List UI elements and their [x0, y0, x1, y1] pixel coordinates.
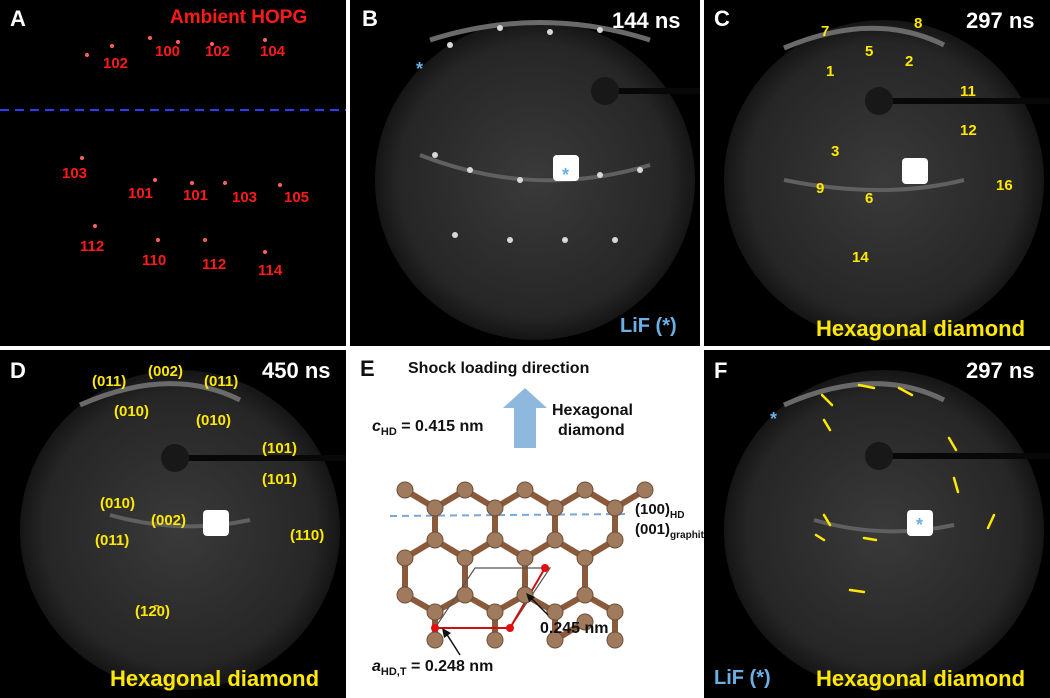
indexed-reflection-markers — [814, 383, 996, 594]
pointer-arrow — [529, 596, 549, 616]
diffraction-image-144ns — [375, 20, 700, 340]
reflection-number: 16 — [996, 177, 1013, 194]
hkl-label: 101 — [183, 187, 209, 204]
lif-asterisk: * — [562, 165, 570, 185]
panel-e: E Shock loading direction Hexagonal diam… — [350, 350, 709, 698]
hkl-label: 100 — [155, 43, 181, 60]
hexagonal-diamond-label: diamond — [558, 422, 625, 439]
hkl-label: 104 — [260, 43, 286, 60]
panel-a: A Ambient HOPG 102 100 102 104 103 101 1… — [0, 0, 346, 346]
panel-letter-f: F — [714, 358, 728, 383]
hkl-label: 101 — [128, 185, 154, 202]
hkl-label: 103 — [62, 165, 88, 182]
reflection-number: 12 — [960, 122, 977, 139]
time-label: 297 ns — [966, 358, 1035, 383]
diffraction-spots — [80, 36, 282, 254]
hexagonal-diamond-caption: Hexagonal diamond — [816, 316, 1026, 341]
hexagonal-diamond-lattice-schematic — [389, 388, 654, 656]
miller-index: (110) — [290, 527, 325, 544]
reflection-number: 11 — [960, 83, 976, 100]
miller-index: (011) — [92, 373, 127, 390]
panel-letter-a: A — [10, 6, 26, 31]
reflection-number: 7 — [821, 23, 830, 40]
reflection-number: 14 — [852, 249, 869, 266]
hkl-label: 103 — [232, 189, 258, 206]
hkl-label: 112 — [80, 238, 105, 255]
pointer-arrow — [445, 632, 461, 656]
miller-index: (010) — [114, 403, 150, 420]
time-label: 297 ns — [966, 8, 1035, 33]
diffraction-image-297ns — [724, 20, 1050, 340]
c-lattice-parameter: cHD = 0.415 nm — [372, 418, 484, 439]
lattice-atoms — [396, 481, 654, 649]
hkl-label: 112 — [202, 256, 227, 273]
shock-direction-title: Shock loading direction — [408, 360, 590, 377]
lif-asterisk: * — [416, 59, 424, 79]
panel-letter-e: E — [360, 356, 375, 381]
interplanar-distance: 0.245 nm — [540, 620, 609, 637]
diffraction-image-450ns — [20, 370, 346, 690]
plane-label-hd: (100)HD — [635, 501, 685, 521]
miller-index: (011) — [204, 373, 239, 390]
reflection-number: 1 — [826, 63, 835, 80]
hexagonal-diamond-caption: Hexagonal diamond — [110, 666, 320, 691]
miller-index: (010) — [196, 412, 232, 429]
diffraction-image-297ns-indexed — [724, 370, 1050, 690]
hkl-label: 105 — [284, 189, 310, 206]
miller-index: (101) — [262, 471, 298, 488]
hkl-label: 110 — [142, 252, 167, 269]
time-label: 144 ns — [612, 8, 681, 33]
hkl-label: 102 — [205, 43, 231, 60]
hexagonal-diamond-caption: Hexagonal diamond — [816, 666, 1026, 691]
shock-direction-arrow — [503, 388, 547, 448]
miller-index: (011) — [95, 532, 130, 549]
panel-letter-b: B — [362, 6, 378, 31]
reflection-number: 8 — [914, 15, 923, 32]
hkl-label: 102 — [103, 55, 129, 72]
miller-index: (101) — [262, 440, 298, 457]
reflection-number: 3 — [831, 143, 840, 160]
panel-a-title: Ambient HOPG — [170, 7, 308, 28]
reflection-number: 2 — [905, 53, 914, 70]
highlighted-atoms — [431, 564, 549, 632]
lif-caption: LiF (*) — [714, 667, 771, 689]
plane-trace-dashed-line — [389, 513, 629, 517]
hexagonal-diamond-label: Hexagonal — [552, 402, 633, 419]
lif-asterisk: * — [770, 409, 778, 429]
lif-asterisk: * — [916, 515, 924, 535]
plane-label-graphite: (001)graphite — [635, 521, 710, 541]
panel-d: D 450 ns (011) (002) (011) (010) (010) (… — [0, 350, 346, 698]
hkl-label: 114 — [258, 262, 283, 279]
miller-index: (002) — [148, 363, 184, 380]
reflection-number: 6 — [865, 190, 874, 207]
miller-index: (12̄0) — [135, 603, 171, 620]
hopg-diffraction-image — [0, 36, 346, 254]
panel-f: F 297 ns * * LiF (*) Hexagonal diamond — [704, 350, 1050, 698]
panel-c: C 297 ns 7 8 5 1 2 11 12 3 9 6 16 14 Hex… — [704, 0, 1050, 346]
panel-b: B 144 ns * * LiF (*) — [350, 0, 700, 346]
panel-letter-d: D — [10, 358, 26, 383]
reflection-number: 5 — [865, 43, 874, 60]
reflection-number: 9 — [816, 180, 825, 197]
miller-index: (002) — [151, 512, 187, 529]
a-lattice-parameter: aHD,T = 0.248 nm — [372, 658, 494, 679]
lif-caption: LiF (*) — [620, 315, 677, 337]
miller-index: (010) — [100, 495, 136, 512]
panel-letter-c: C — [714, 6, 730, 31]
time-label: 450 ns — [262, 358, 331, 383]
